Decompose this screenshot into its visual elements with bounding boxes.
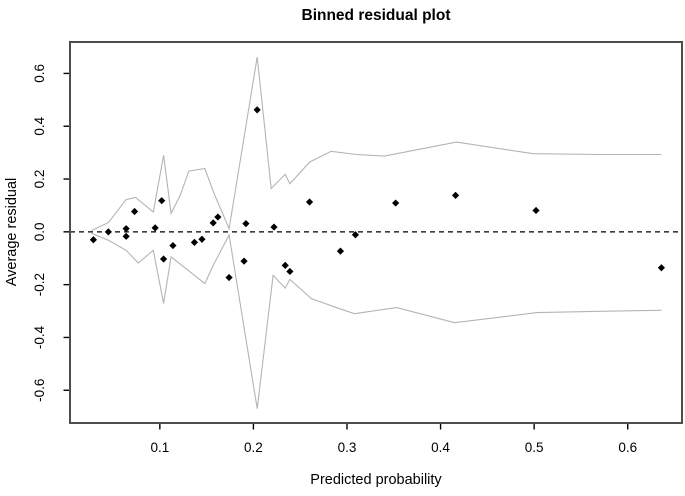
- data-point: [89, 236, 97, 244]
- data-point: [305, 198, 314, 206]
- y-tick-label: -0.6: [32, 379, 47, 402]
- data-point: [158, 197, 166, 205]
- x-tick-label: 0.4: [431, 440, 450, 455]
- data-point: [190, 238, 199, 247]
- y-tick-label: 0.0: [32, 222, 47, 241]
- data-point: [225, 273, 233, 282]
- y-tick-label: -0.2: [32, 273, 47, 296]
- y-tick-label: 0.2: [32, 170, 47, 189]
- x-tick-label: 0.2: [244, 440, 263, 455]
- data-point: [336, 247, 345, 255]
- x-axis-label: Predicted probability: [310, 472, 442, 488]
- data-point: [532, 206, 540, 215]
- data-point: [657, 264, 666, 272]
- y-axis-label: Average residual: [4, 178, 20, 287]
- data-point: [242, 220, 250, 228]
- y-tick-label: -0.4: [32, 325, 47, 349]
- data-point: [240, 257, 248, 265]
- x-tick-label: 0.1: [150, 440, 169, 455]
- data-point: [351, 231, 360, 239]
- data-point: [270, 223, 278, 231]
- data-point: [286, 267, 294, 276]
- y-tick-label: 0.4: [32, 116, 47, 135]
- data-point: [451, 191, 460, 200]
- x-tick-label: 0.5: [525, 440, 544, 455]
- data-point: [281, 261, 289, 269]
- y-tick-label: 0.6: [32, 64, 47, 83]
- data-point: [122, 232, 130, 240]
- data-point: [392, 199, 400, 207]
- data-point: [151, 224, 159, 232]
- upper-2se-band-line: [91, 56, 662, 231]
- lower-2se-band-line: [91, 232, 662, 409]
- data-point: [214, 213, 222, 221]
- plot-box-border: [69, 41, 683, 424]
- data-point: [104, 228, 112, 236]
- x-tick-label: 0.3: [338, 440, 357, 455]
- data-point: [169, 241, 177, 250]
- plot-area: 0.1 0.2 0.3 0.4 0.5 0.6 -0.6 -0.4 -0.2 0.0 0.2 0.4 0…: [32, 41, 683, 455]
- data-point: [198, 235, 206, 243]
- data-point: [122, 225, 130, 233]
- data-point: [130, 207, 139, 216]
- data-point: [253, 106, 261, 114]
- data-point: [159, 255, 168, 263]
- data-point: [209, 219, 217, 227]
- x-tick-label: 0.6: [618, 440, 637, 455]
- chart-title: Binned residual plot: [302, 7, 451, 24]
